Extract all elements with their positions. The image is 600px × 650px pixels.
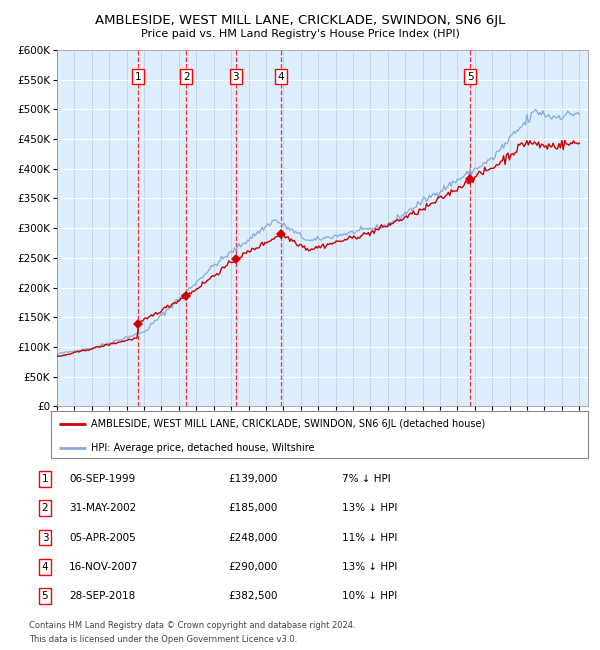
Text: 4: 4 bbox=[278, 72, 284, 82]
Text: Price paid vs. HM Land Registry's House Price Index (HPI): Price paid vs. HM Land Registry's House … bbox=[140, 29, 460, 39]
Text: HPI: Average price, detached house, Wiltshire: HPI: Average price, detached house, Wilt… bbox=[91, 443, 315, 453]
Text: 3: 3 bbox=[41, 532, 49, 543]
Text: Contains HM Land Registry data © Crown copyright and database right 2024.: Contains HM Land Registry data © Crown c… bbox=[29, 621, 355, 630]
Text: 2: 2 bbox=[41, 503, 49, 514]
Text: AMBLESIDE, WEST MILL LANE, CRICKLADE, SWINDON, SN6 6JL (detached house): AMBLESIDE, WEST MILL LANE, CRICKLADE, SW… bbox=[91, 419, 485, 429]
Text: 2: 2 bbox=[183, 72, 190, 82]
Text: 11% ↓ HPI: 11% ↓ HPI bbox=[342, 532, 397, 543]
Text: 16-NOV-2007: 16-NOV-2007 bbox=[69, 562, 139, 572]
Text: 5: 5 bbox=[467, 72, 473, 82]
Text: 31-MAY-2002: 31-MAY-2002 bbox=[69, 503, 136, 514]
Text: 28-SEP-2018: 28-SEP-2018 bbox=[69, 591, 135, 601]
Text: 7% ↓ HPI: 7% ↓ HPI bbox=[342, 474, 391, 484]
Text: 10% ↓ HPI: 10% ↓ HPI bbox=[342, 591, 397, 601]
Text: 06-SEP-1999: 06-SEP-1999 bbox=[69, 474, 135, 484]
Text: 13% ↓ HPI: 13% ↓ HPI bbox=[342, 503, 397, 514]
Text: £185,000: £185,000 bbox=[228, 503, 277, 514]
Text: 13% ↓ HPI: 13% ↓ HPI bbox=[342, 562, 397, 572]
Text: £382,500: £382,500 bbox=[228, 591, 277, 601]
Text: £290,000: £290,000 bbox=[228, 562, 277, 572]
Text: This data is licensed under the Open Government Licence v3.0.: This data is licensed under the Open Gov… bbox=[29, 634, 297, 644]
Text: 1: 1 bbox=[135, 72, 142, 82]
Text: 4: 4 bbox=[41, 562, 49, 572]
Text: AMBLESIDE, WEST MILL LANE, CRICKLADE, SWINDON, SN6 6JL: AMBLESIDE, WEST MILL LANE, CRICKLADE, SW… bbox=[95, 14, 505, 27]
Text: £248,000: £248,000 bbox=[228, 532, 277, 543]
Text: 05-APR-2005: 05-APR-2005 bbox=[69, 532, 136, 543]
Text: 1: 1 bbox=[41, 474, 49, 484]
Text: 3: 3 bbox=[232, 72, 239, 82]
Text: 5: 5 bbox=[41, 591, 49, 601]
Text: £139,000: £139,000 bbox=[228, 474, 277, 484]
